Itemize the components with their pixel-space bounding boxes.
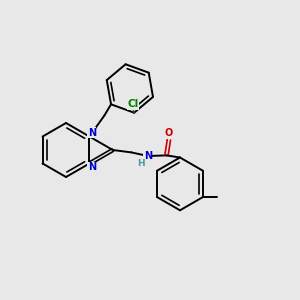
Text: N: N <box>144 151 152 161</box>
Text: Cl: Cl <box>127 99 138 109</box>
Text: O: O <box>165 128 173 138</box>
Text: N: N <box>88 162 96 172</box>
Text: H: H <box>137 159 145 168</box>
Text: N: N <box>88 128 96 138</box>
